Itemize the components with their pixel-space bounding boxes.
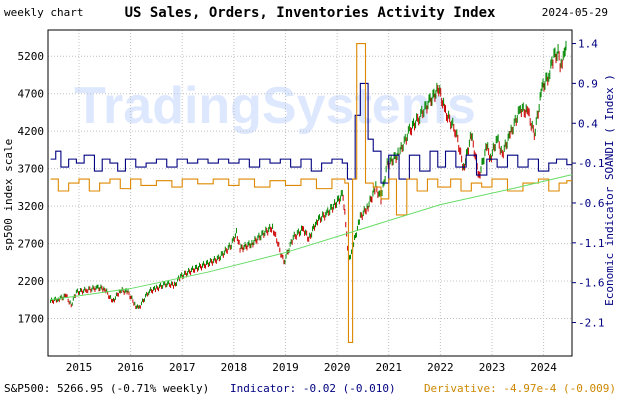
series-layer: [50, 40, 573, 343]
y-tick-right-label: 0.9: [578, 77, 598, 90]
x-tick-label: 2015: [66, 361, 93, 374]
y-tick-left-label: 1700: [18, 313, 45, 326]
chart-date: 2024-05-29: [542, 6, 608, 19]
chart-period-label: weekly chart: [4, 6, 83, 19]
y-tick-left-label: 4200: [18, 125, 45, 138]
footer-sp500: S&P500: 5266.95 (-0.71% weekly): [4, 382, 209, 395]
x-tick-label: 2020: [324, 361, 351, 374]
y-axis-right-label: Economic indicator SOANDI ( Index ): [603, 74, 616, 306]
y-tick-left-label: 4700: [18, 88, 45, 101]
y-tick-right-label: -1.6: [578, 277, 605, 290]
x-tick-label: 2023: [479, 361, 506, 374]
x-tick-label: 2019: [272, 361, 299, 374]
y-axis-left-label: sp500 index scale: [2, 139, 15, 252]
y-tick-right-label: -1.1: [578, 237, 605, 250]
indicator-series: [50, 82, 572, 184]
y-tick-right-label: 1.4: [578, 38, 598, 51]
tick-labels: 1700 2200 2700 3200 3700 4200 4700 5200 1.4 0.9 0.…: [18, 38, 605, 374]
y-tick-right-label: -0.6: [578, 197, 605, 210]
y-tick-right-label: 0.4: [578, 117, 598, 130]
x-tick-label: 2017: [169, 361, 196, 374]
y-tick-right-label: -0.1: [578, 157, 605, 170]
x-tick-label: 2016: [117, 361, 144, 374]
footer-derivative: Derivative: -4.97e-4 (-0.009): [424, 382, 616, 395]
trend-line: [50, 174, 573, 301]
derivative-series: [50, 43, 572, 343]
x-tick-label: 2018: [221, 361, 248, 374]
chart-title: US Sales, Orders, Inventories Activity I…: [125, 5, 496, 21]
y-tick-left-label: 3700: [18, 163, 45, 176]
y-tick-left-label: 5200: [18, 50, 45, 63]
y-tick-left-label: 2700: [18, 238, 45, 251]
x-tick-label: 2021: [375, 361, 402, 374]
plot-frame: [47, 29, 573, 357]
y-tick-left-label: 3200: [18, 200, 45, 213]
footer-indicator: Indicator: -0.02 (-0.010): [230, 382, 396, 395]
y-tick-right-label: -2.1: [578, 317, 605, 330]
x-tick-label: 2024: [530, 361, 557, 374]
y-tick-left-label: 2200: [18, 275, 45, 288]
sp500-price-series: [50, 40, 567, 310]
x-tick-label: 2022: [427, 361, 454, 374]
